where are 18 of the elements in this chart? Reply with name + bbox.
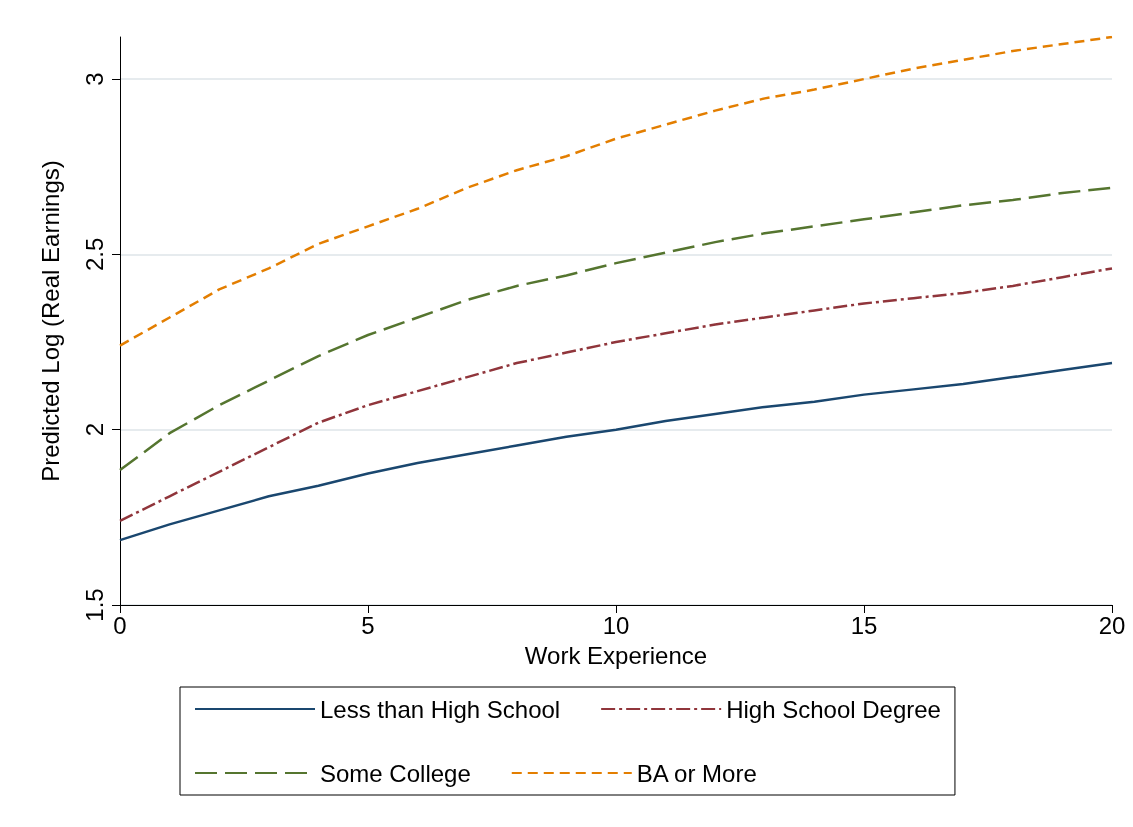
legend-label: Some College <box>320 759 471 787</box>
x-tick-label: 15 <box>850 611 878 639</box>
y-tick-label: 2 <box>80 423 108 437</box>
x-tick-label: 0 <box>113 611 127 639</box>
x-axis-title: Work Experience <box>524 641 708 669</box>
legend-label: High School Degree <box>726 695 941 723</box>
x-tick-label: 5 <box>361 611 375 639</box>
x-tick-label: 20 <box>1098 611 1126 639</box>
y-tick-label: 2.5 <box>80 237 108 272</box>
legend-label: BA or More <box>636 759 757 787</box>
line-series <box>118 361 1114 542</box>
x-tick-label: 10 <box>602 611 630 639</box>
y-tick-label: 3 <box>80 72 108 86</box>
line-series <box>118 267 1114 523</box>
y-axis-title: Predicted Log (Real Earnings) <box>36 160 64 482</box>
line-series <box>118 35 1114 347</box>
y-tick-label: 1.5 <box>80 588 108 622</box>
legend-label: Less than High School <box>320 695 561 723</box>
